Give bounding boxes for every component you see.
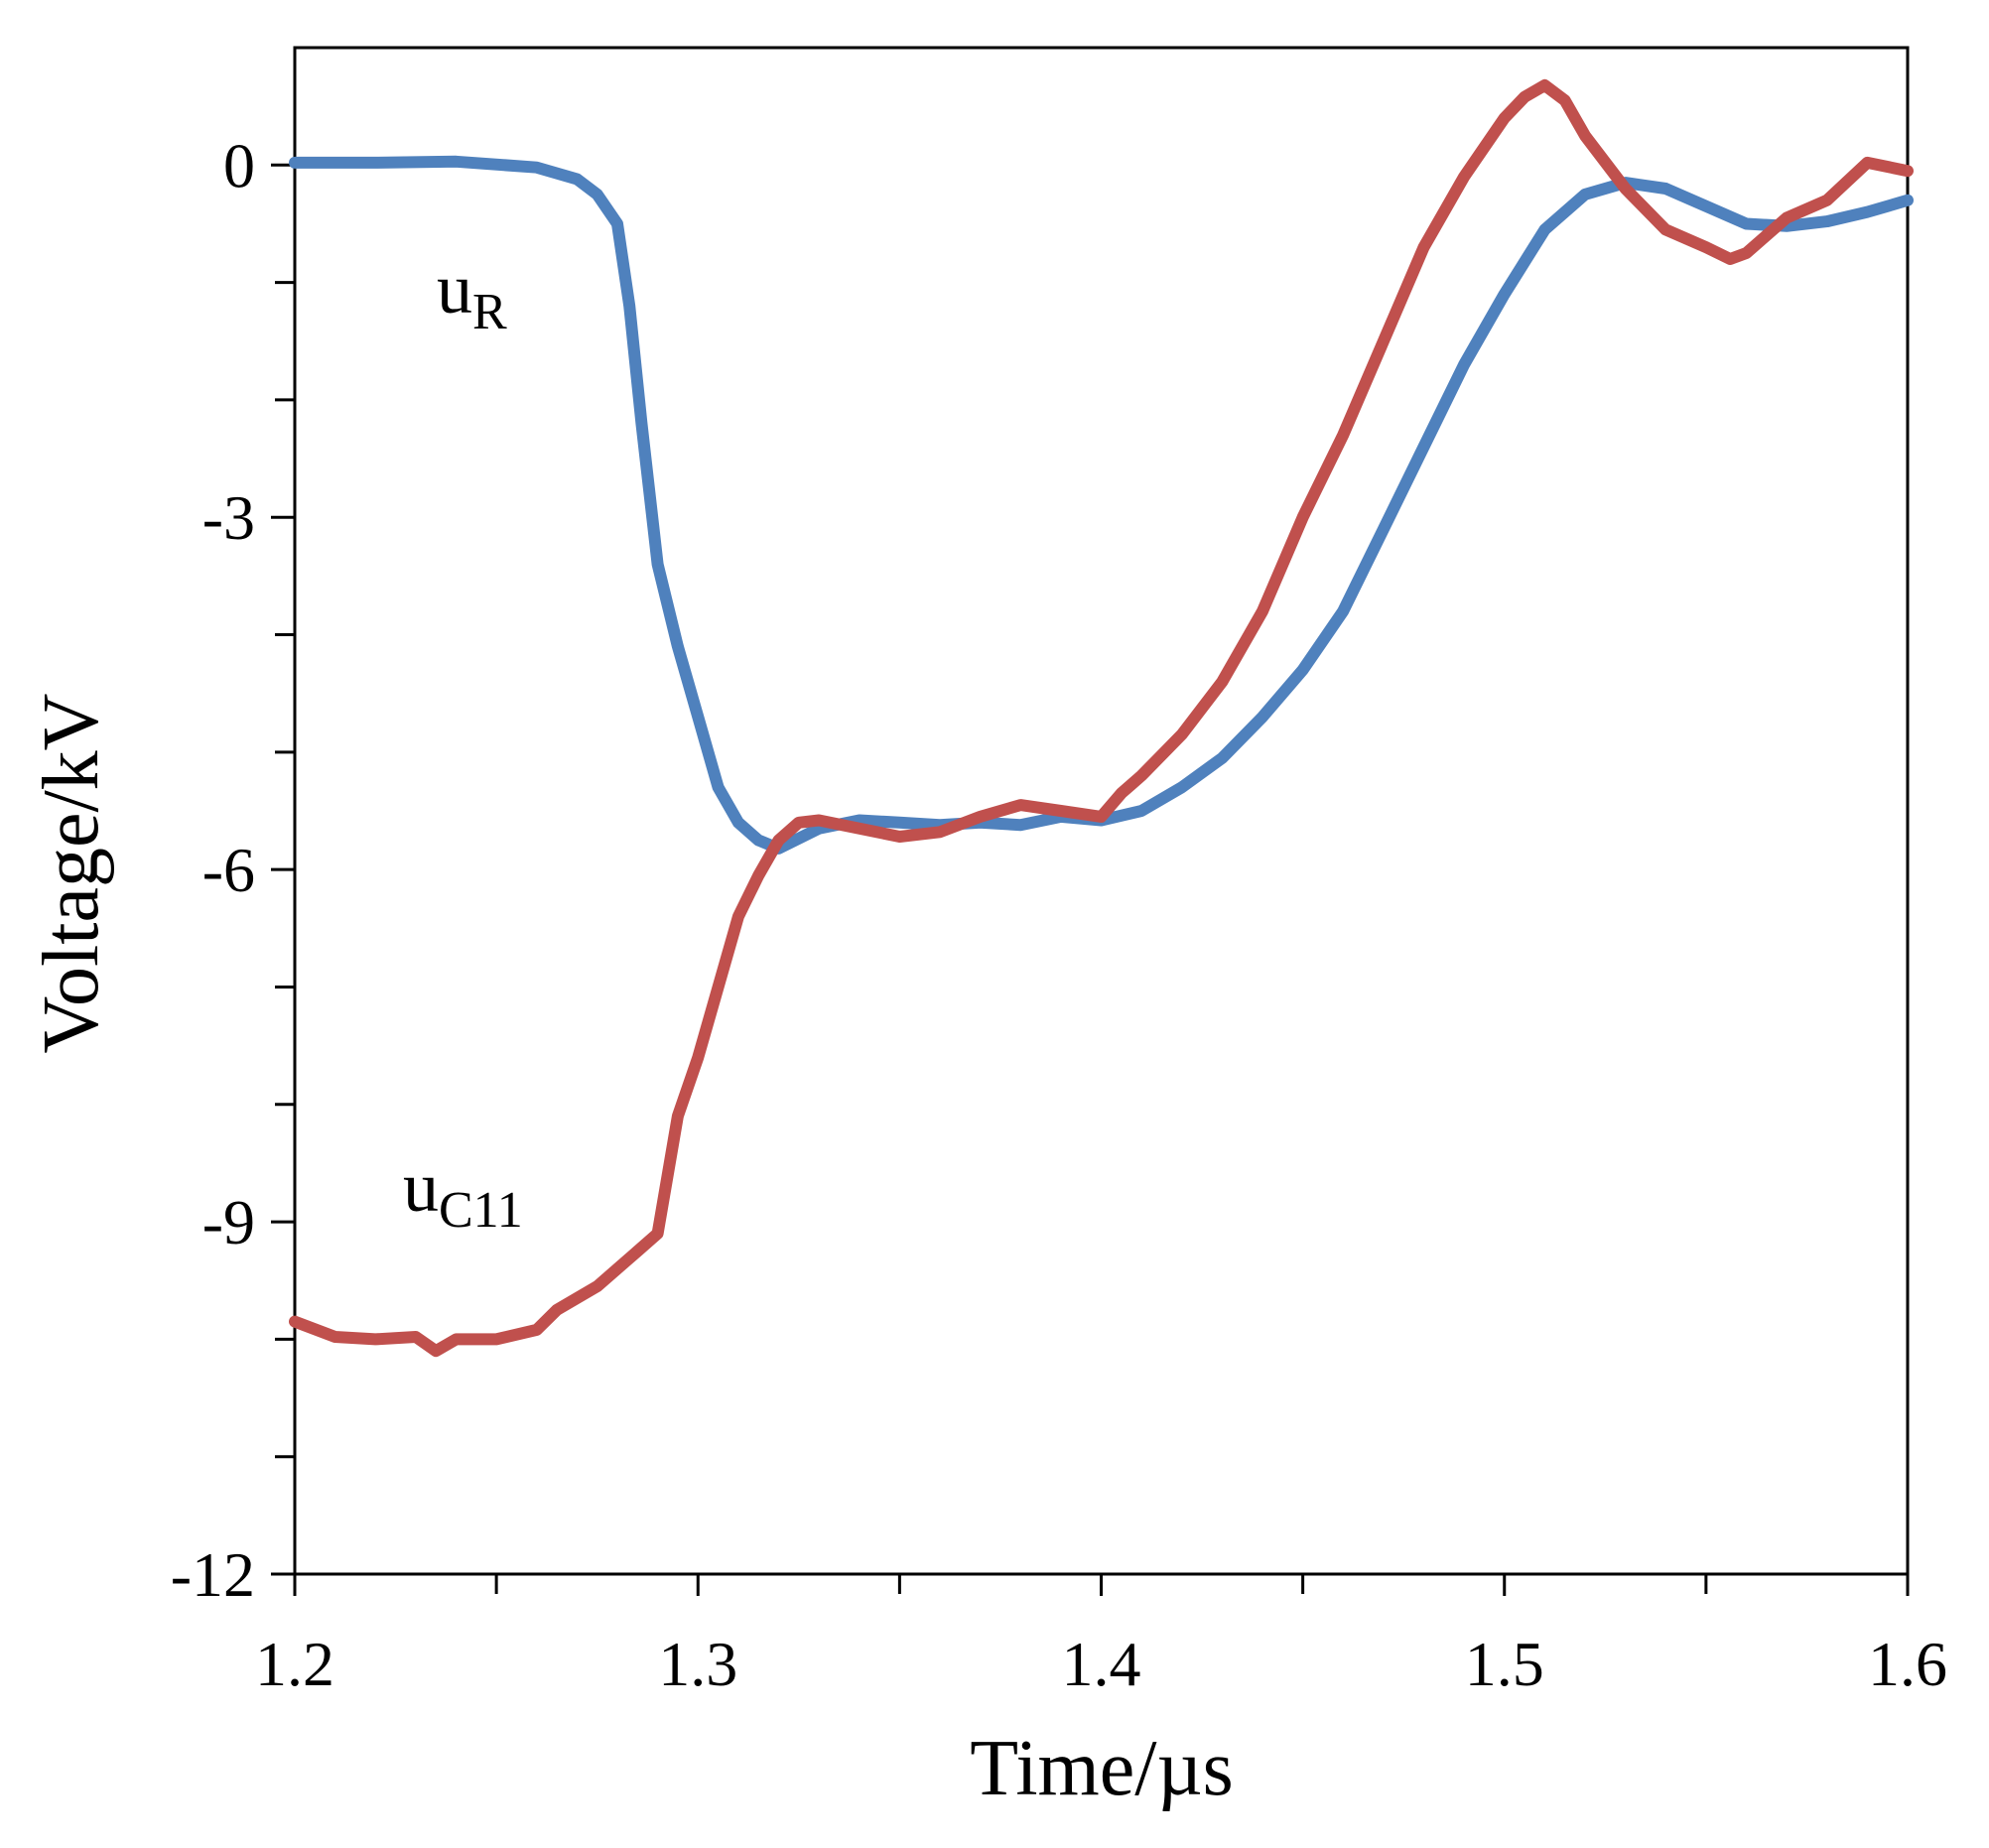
x-axis-title: Time/µs [970, 1725, 1233, 1812]
series-line-uR [289, 155, 1914, 855]
y-tick-label: -12 [171, 1539, 255, 1610]
x-tick-label: 1.5 [1465, 1629, 1544, 1699]
x-tick-label: 1.2 [255, 1629, 334, 1699]
y-tick-label: 0 [223, 130, 255, 200]
series-label-uR: uR [437, 249, 507, 340]
y-tick-label: -9 [202, 1187, 255, 1257]
series-label-uC11-main: u [403, 1147, 439, 1227]
series-line-uC11 [289, 78, 1914, 1358]
series-label-uC11: uC11 [403, 1147, 523, 1239]
y-axis-title: Voltage/kV [28, 694, 115, 1054]
series-label-uC11-sub: C11 [439, 1182, 523, 1239]
y-axis-ticks: 0 -3 -6 -9 -12 [171, 130, 295, 1610]
series-label-uR-sub: R [472, 284, 507, 340]
y-tick-label: -3 [202, 482, 255, 553]
y-tick-label: -6 [202, 835, 255, 905]
x-axis-ticks: 1.2 1.3 1.4 1.5 1.6 [255, 1574, 1947, 1699]
series-label-uR-main: u [437, 249, 472, 329]
x-tick-label: 1.6 [1868, 1629, 1947, 1699]
series-group [289, 78, 1914, 1358]
x-tick-label: 1.3 [658, 1629, 737, 1699]
x-tick-label: 1.4 [1062, 1629, 1141, 1699]
